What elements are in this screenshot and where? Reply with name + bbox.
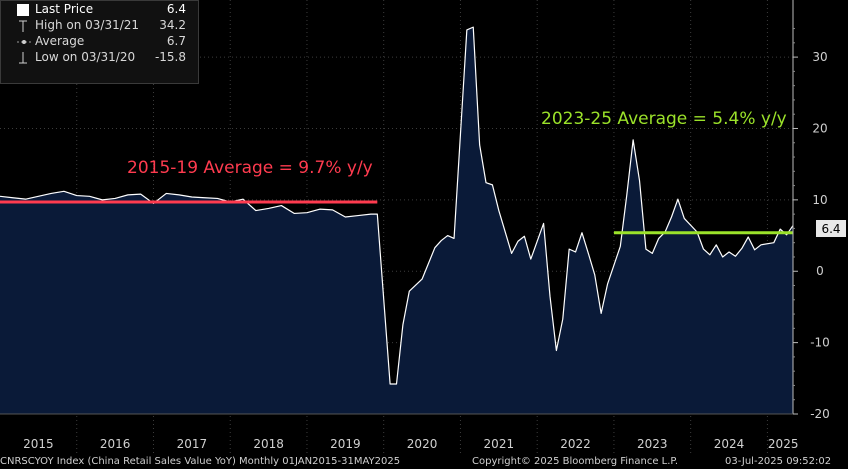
y-tick-label: 20 [812,121,827,135]
average-annotation-2023-25: 2023-25 Average = 5.4% y/y [541,109,787,129]
x-tick-label: 2016 [100,437,131,451]
x-tick-label: 2018 [253,437,284,451]
y-tick-label: 10 [812,193,827,207]
legend-high-label: High on 03/31/21 [35,18,140,32]
legend-average-label: Average [35,34,85,48]
y-tick-label: -10 [810,336,830,350]
footer-copyright: Copyright© 2025 Bloomberg Finance L.P. [472,456,679,467]
y-axis: -20 -10 0 10 20 30 [792,0,830,421]
square-icon [17,4,29,16]
legend-high-value: 34.2 [159,18,186,32]
x-tick-label: 2024 [714,437,745,451]
legend-row-last-price: Last Price 6.4 [1,1,198,17]
x-tick-label: 2021 [484,437,515,451]
y-tick-label: 0 [816,264,824,278]
x-tick-label: 2023 [637,437,668,451]
x-tick-label: 2019 [330,437,361,451]
legend-last-price-label: Last Price [35,2,94,16]
legend-row-low: Low on 03/31/20 -15.8 [1,49,198,65]
x-tick-label: 2022 [560,437,591,451]
footer-source: CNRSCYOY Index (China Retail Sales Value… [0,456,401,467]
legend-row-average: Average 6.7 [1,33,198,49]
legend-row-high: High on 03/31/21 34.2 [1,17,198,33]
series-area-fill [0,27,793,414]
y-tick-label: 30 [812,50,827,64]
legend-last-price-value: 6.4 [166,2,186,16]
series-area [0,26,794,414]
footer-timestamp: 03-Jul-2025 09:52:02 [725,456,832,467]
last-value-box [816,220,846,237]
low-marker-icon [17,52,29,64]
x-tick-label: 2015 [23,437,54,451]
legend-low-value: -15.8 [154,50,186,64]
x-tick-label: 2017 [177,437,208,451]
legend: Last Price 6.4 High on 03/31/21 34.2 Ave… [0,0,199,84]
x-tick-label: 2020 [407,437,438,451]
high-marker-icon [17,20,29,32]
legend-low-label: Low on 03/31/20 [35,50,136,64]
last-value-label: 6.4 [821,222,840,236]
x-axis: 2015 2016 2017 2018 2019 2020 2021 2022 2023 2024… [0,413,799,451]
average-lines: 2015-19 Average = 9.7% y/y 2023-25 Averag… [0,109,793,235]
average-marker-icon [17,36,31,48]
series-line [0,26,794,385]
average-annotation-2015-19: 2015-19 Average = 9.7% y/y [127,158,373,178]
legend-average-value: 6.7 [166,34,186,48]
footer: CNRSCYOY Index (China Retail Sales Value… [0,454,848,469]
y-tick-label: -20 [810,407,830,421]
x-tick-label: 2025 [768,437,799,451]
